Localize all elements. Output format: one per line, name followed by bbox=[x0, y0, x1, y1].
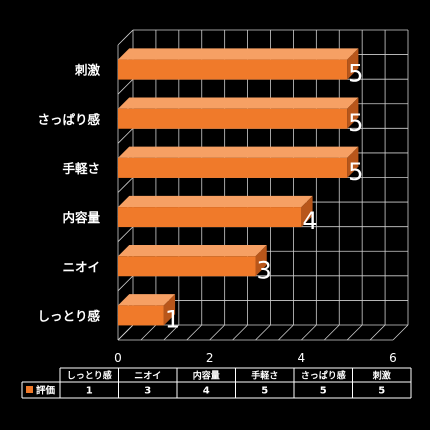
table-value-cell: 5 bbox=[261, 386, 268, 397]
data-label: 3 bbox=[257, 256, 272, 284]
left-wall-gridline bbox=[117, 29, 134, 46]
bar-top-face bbox=[118, 97, 359, 109]
data-label: 5 bbox=[348, 158, 363, 186]
left-wall-gridline bbox=[117, 226, 134, 242]
bar bbox=[118, 97, 359, 129]
floor-gridline bbox=[346, 324, 363, 341]
floor-gridline bbox=[140, 324, 157, 341]
bar-top-face bbox=[118, 195, 313, 208]
table-header-cell: 刺激 bbox=[372, 370, 391, 382]
bar bbox=[118, 146, 359, 178]
category-label: 刺激 bbox=[74, 63, 101, 78]
bar-top-face bbox=[118, 294, 176, 306]
table-header-cell: しっとり感 bbox=[67, 370, 112, 382]
left-wall-gridline bbox=[117, 324, 134, 341]
table-header-cell: ニオイ bbox=[134, 371, 161, 382]
floor-gridline bbox=[209, 324, 225, 341]
data-label: 5 bbox=[348, 109, 363, 137]
table-header-cell: 内容量 bbox=[193, 370, 220, 382]
floor-gridline bbox=[301, 324, 317, 341]
data-label: 4 bbox=[302, 207, 317, 235]
table-header-cell: さっぱり感 bbox=[301, 370, 346, 382]
bar-side-face bbox=[255, 245, 267, 277]
x-tick-label: 6 bbox=[389, 351, 397, 365]
floor-gridline bbox=[323, 324, 340, 341]
bar-side-face bbox=[347, 97, 359, 129]
bar-top-face bbox=[118, 146, 359, 158]
bar-front-face bbox=[118, 305, 164, 326]
floor-gridline bbox=[186, 324, 203, 341]
left-wall-gridline bbox=[117, 177, 134, 193]
bar-front-face bbox=[118, 108, 348, 129]
floor-gridline bbox=[232, 324, 248, 341]
legend-label: 評価 bbox=[36, 385, 56, 397]
data-label: 1 bbox=[165, 305, 180, 333]
data-table: しっとり感 ニオイ 内容量 手軽さ さっぱり感 刺激 1 3 4 5 5 5 評価 bbox=[21, 367, 412, 399]
bar-side-face bbox=[347, 48, 359, 80]
table-value-cell: 4 bbox=[203, 386, 210, 397]
data-label: 5 bbox=[348, 60, 363, 88]
category-label: さっぱり感 bbox=[37, 112, 100, 127]
category-label: ニオイ bbox=[62, 259, 100, 274]
floor-gridline bbox=[278, 324, 294, 341]
left-wall-gridline bbox=[117, 78, 134, 95]
bar-top-face bbox=[118, 48, 359, 60]
bar bbox=[118, 294, 176, 326]
x-tick-label: 2 bbox=[206, 351, 214, 365]
bar-top-face bbox=[118, 245, 267, 257]
bar bbox=[118, 195, 313, 228]
table-value-cell: 5 bbox=[320, 386, 327, 397]
table-header-cell: 手軽さ bbox=[251, 370, 278, 382]
bar-side-face bbox=[301, 195, 313, 228]
bar-side-face bbox=[163, 294, 176, 326]
category-label: 内容量 bbox=[62, 210, 100, 225]
bar bbox=[118, 48, 359, 80]
table-value-cell: 1 bbox=[86, 386, 93, 397]
left-wall-gridline bbox=[117, 128, 134, 144]
bar-side-face bbox=[347, 146, 359, 178]
bar-front-face bbox=[118, 157, 348, 178]
bar-front-face bbox=[118, 256, 256, 277]
x-tick-label: 0 bbox=[114, 351, 122, 365]
left-wall-gridline bbox=[117, 275, 134, 292]
floor-gridline bbox=[255, 324, 271, 341]
bar-front-face bbox=[118, 59, 348, 80]
floor-gridline bbox=[392, 324, 409, 341]
floor-gridline bbox=[369, 324, 386, 341]
category-label: 手軽さ bbox=[62, 161, 100, 176]
x-tick-label: 4 bbox=[298, 351, 306, 365]
table-value-cell: 3 bbox=[144, 386, 151, 397]
category-label: しっとり感 bbox=[37, 308, 100, 323]
bar bbox=[118, 245, 267, 277]
floor-gridline bbox=[163, 324, 180, 341]
legend-swatch bbox=[26, 386, 33, 393]
table-value-cell: 5 bbox=[378, 386, 385, 397]
bars bbox=[118, 48, 359, 326]
bar-front-face bbox=[118, 207, 302, 228]
